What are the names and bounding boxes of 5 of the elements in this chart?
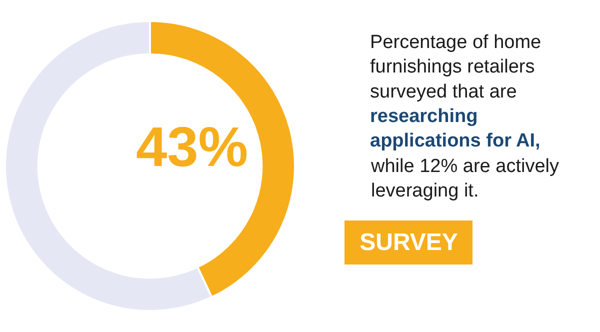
text: Percentage of home furnishings retailers surveyed that are bbox=[370, 32, 542, 102]
text: researching applications for AI, bbox=[370, 106, 540, 152]
data-label: 43% bbox=[136, 115, 248, 178]
text: SURVEY bbox=[353, 229, 464, 256]
text: while 12% are actively leveraging it. bbox=[370, 156, 560, 202]
